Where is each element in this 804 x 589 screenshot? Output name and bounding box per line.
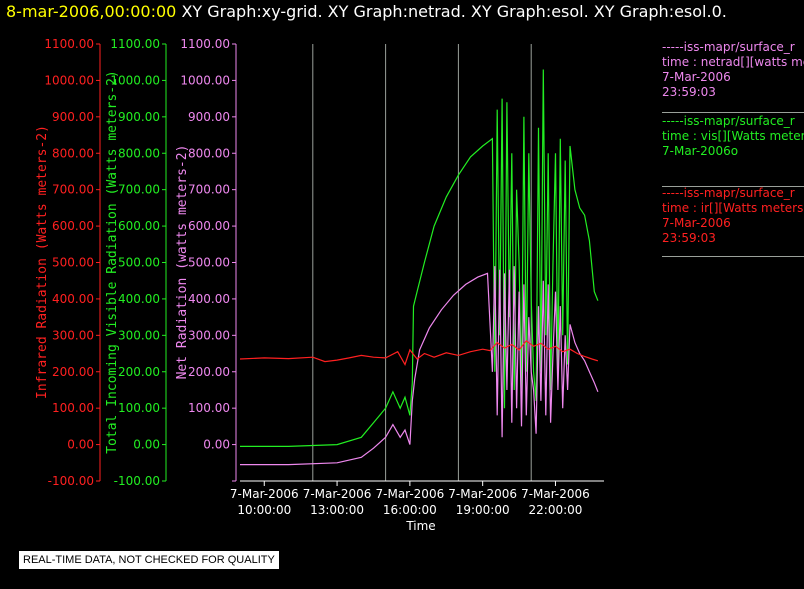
legend-line4: 23:59:03 — [662, 85, 716, 99]
graph-header: 8-mar-2006,00:00:00 XY Graph:xy-grid. XY… — [6, 2, 727, 21]
x-tick-label-time: 10:00:00 — [237, 503, 291, 517]
legend-line2: time : vis[][Watts meter — [662, 129, 804, 143]
y-tick-label: -100.00 — [48, 474, 94, 488]
y-tick-label: 600.00 — [118, 219, 160, 233]
y-tick-label: 400.00 — [188, 292, 230, 306]
x-tick-label-date: 7-Mar-2006 — [230, 487, 299, 501]
y-tick-label: 100.00 — [52, 401, 94, 415]
y-tick-label: 400.00 — [52, 292, 94, 306]
y-tick-label: 1000.00 — [44, 73, 94, 87]
y-tick-label: 0.00 — [203, 438, 230, 452]
legend-line2: time : ir[][Watts meters — [662, 201, 804, 215]
y-axis-label: Infrared Radiation (Watts meters-2) — [35, 125, 50, 399]
y-tick-label: 500.00 — [188, 256, 230, 270]
y-tick-label: 700.00 — [188, 183, 230, 197]
y-tick-label: 300.00 — [118, 328, 160, 342]
y-tick-label: 800.00 — [52, 146, 94, 160]
y-tick-label: 1000.00 — [180, 73, 230, 87]
legend-underline — [662, 186, 804, 187]
quality-note: REAL-TIME DATA, NOT CHECKED FOR QUALITY — [19, 551, 279, 569]
y-tick-label: 900.00 — [118, 110, 160, 124]
y-tick-label: 200.00 — [118, 365, 160, 379]
y-tick-label: 1100.00 — [180, 37, 230, 51]
legend-entry-ir: -----iss-mapr/surface_r time : ir[][Watt… — [662, 186, 804, 257]
legend-underline — [662, 112, 804, 113]
y-tick-label: 300.00 — [52, 328, 94, 342]
y-tick-label: 1100.00 — [44, 37, 94, 51]
y-tick-label: 800.00 — [118, 146, 160, 160]
x-tick-label-date: 7-Mar-2006 — [303, 487, 372, 501]
x-tick-label-date: 7-Mar-2006 — [376, 487, 445, 501]
y-tick-label: 100.00 — [188, 401, 230, 415]
y-tick-label: 0.00 — [133, 438, 160, 452]
axes-layer: 7-Mar-2006 10:00:00 7-Mar-2006 13:00:00 7-Ma… — [35, 37, 604, 533]
y-tick-label: 1100.00 — [110, 37, 160, 51]
y-tick-label: 600.00 — [188, 219, 230, 233]
series-layer — [239, 69, 599, 466]
legend-line1: -----iss-mapr/surface_r — [662, 186, 795, 200]
x-tick-label-date: 7-Mar-2006 — [521, 487, 590, 501]
y-tick-label: 700.00 — [118, 183, 160, 197]
y-tick-label: 500.00 — [52, 256, 94, 270]
legend-line1: -----iss-mapr/surface_r — [662, 40, 795, 54]
y-tick-label: 800.00 — [188, 146, 230, 160]
y-tick-label: 200.00 — [52, 365, 94, 379]
series-line-ir — [239, 339, 599, 366]
y-tick-label: 900.00 — [188, 110, 230, 124]
series-line-vis — [240, 69, 599, 447]
legend-line3: 7-Mar-2006 — [662, 70, 731, 84]
x-tick-label-time: 19:00:00 — [456, 503, 510, 517]
x-axis-label: Time — [405, 519, 435, 533]
y-tick-label: 500.00 — [118, 256, 160, 270]
legend-entry-netrad: -----iss-mapr/surface_r time : netrad[][… — [662, 40, 804, 113]
legend-entry-vis: -----iss-mapr/surface_r time : vis[][Wat… — [662, 114, 804, 187]
header-titles: XY Graph:xy-grid. XY Graph:netrad. XY Gr… — [181, 2, 727, 21]
header-date: 8-mar-2006,00:00:00 — [6, 2, 177, 21]
legend-line2: time : netrad[][watts me — [662, 55, 804, 69]
legend-line4: 23:59:03 — [662, 231, 716, 245]
legend-line3: 7-Mar-2006 — [662, 216, 731, 230]
legend-underline — [662, 256, 804, 257]
y-tick-label: 600.00 — [52, 219, 94, 233]
y-axis-label: Net Radiation (watts meters-2) — [175, 145, 190, 380]
x-tick-label-time: 13:00:00 — [310, 503, 364, 517]
y-tick-label: 0.00 — [67, 438, 94, 452]
y-tick-label: 200.00 — [188, 365, 230, 379]
y-tick-label: 900.00 — [52, 110, 94, 124]
y-tick-label: 1000.00 — [110, 73, 160, 87]
x-tick-label-date: 7-Mar-2006 — [448, 487, 517, 501]
series-line-netrad — [240, 266, 599, 466]
x-tick-label-time: 22:00:00 — [529, 503, 583, 517]
y-tick-label: 300.00 — [188, 328, 230, 342]
y-tick-label: 700.00 — [52, 183, 94, 197]
legend-line1: -----iss-mapr/surface_r — [662, 114, 795, 128]
legend-line3: 7-Mar-2006o — [662, 144, 739, 158]
y-tick-label: 100.00 — [118, 401, 160, 415]
y-tick-label: 400.00 — [118, 292, 160, 306]
y-tick-label: -100.00 — [114, 474, 160, 488]
y-axis-label: Total Incoming Visible Radiation (Watts … — [105, 70, 120, 454]
x-tick-label-time: 16:00:00 — [383, 503, 437, 517]
